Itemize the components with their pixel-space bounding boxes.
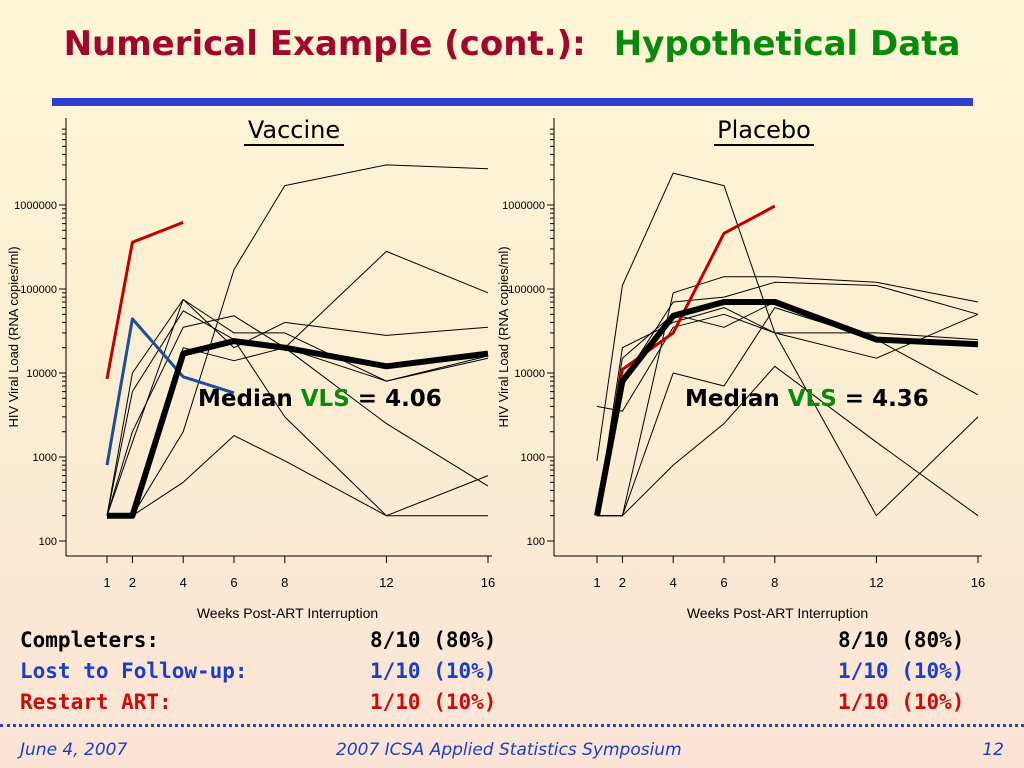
- lost-vaccine-value: 1/10 (10%): [370, 659, 497, 683]
- y-tick-label: 1000: [33, 452, 57, 464]
- x-tick-label: 1: [103, 575, 110, 590]
- x-tick-label: 6: [720, 575, 727, 590]
- series-line-individual: [106, 299, 489, 516]
- x-tick-label: 1: [593, 575, 600, 590]
- restart-row: Restart ART: 1/10 (10%) 1/10 (10%): [0, 690, 1024, 720]
- slide-title: Numerical Example (cont.): Hypothetical D…: [0, 24, 1024, 64]
- completers-placebo-value: 8/10 (80%): [838, 628, 965, 652]
- y-tick-label: 10000: [514, 368, 545, 380]
- series-line-median: [107, 338, 489, 519]
- median-vls-value: = 4.36: [837, 386, 929, 412]
- footer-divider: [0, 724, 1024, 727]
- y-axis-label: HIV Viral Load (RNA copies/ml): [6, 246, 21, 427]
- y-axis-label: HIV Viral Load (RNA copies/ml): [496, 246, 511, 427]
- x-tick-label: 8: [281, 575, 288, 590]
- median-vls-annotation: Median VLS = 4.36: [685, 386, 929, 412]
- series-line-individual: [106, 299, 489, 516]
- series-line-individual: [107, 347, 489, 517]
- restart-label: Restart ART:: [20, 690, 172, 714]
- x-tick-label: 4: [180, 575, 187, 590]
- series-line-lost: [105, 317, 235, 466]
- lost-label: Lost to Follow-up:: [20, 659, 248, 683]
- median-prefix: Median: [685, 386, 788, 412]
- x-tick-label: 12: [869, 575, 883, 590]
- title-rule: [52, 98, 973, 106]
- x-tick-label: 16: [481, 575, 495, 590]
- x-tick-label: 8: [771, 575, 778, 590]
- y-tick-label: 100000: [508, 284, 545, 296]
- page-number: 12: [982, 740, 1004, 760]
- series-line-restart: [595, 204, 776, 516]
- series-line-individual: [106, 250, 489, 516]
- footer-conference: 2007 ICSA Applied Statistics Symposium: [336, 740, 682, 760]
- x-tick-label: 12: [379, 575, 393, 590]
- series-line-individual: [596, 307, 979, 516]
- series-line-median: [594, 299, 979, 517]
- restart-placebo-value: 1/10 (10%): [838, 690, 965, 714]
- completers-label: Completers:: [20, 628, 160, 652]
- median-prefix: Median: [198, 386, 301, 412]
- slide-title-main: Numerical Example (cont.):: [63, 24, 586, 64]
- footer-date: June 4, 2007: [20, 740, 128, 760]
- completers-vaccine-value: 8/10 (80%): [370, 628, 497, 652]
- median-vls-label: VLS: [301, 386, 350, 412]
- y-tick-label: 1000000: [502, 200, 545, 212]
- x-tick-label: 6: [230, 575, 237, 590]
- y-tick-label: 100000: [20, 284, 57, 296]
- slide-title-sub: Hypothetical Data: [613, 24, 961, 64]
- completers-row: Completers: 8/10 (80%) 8/10 (80%): [0, 628, 1024, 658]
- panel-title: Placebo: [717, 116, 811, 144]
- x-tick-label: 2: [619, 575, 626, 590]
- restart-vaccine-value: 1/10 (10%): [370, 690, 497, 714]
- series-line-restart: [105, 221, 184, 380]
- x-tick-label: 16: [971, 575, 985, 590]
- x-tick-label: 2: [129, 575, 136, 590]
- slide-footer: June 4, 2007 2007 ICSA Applied Statistic…: [0, 740, 1024, 762]
- median-vls-value: = 4.06: [350, 386, 442, 412]
- median-vls-annotation: Median VLS = 4.06: [198, 386, 442, 412]
- x-axis-label: Weeks Post-ART Interruption: [687, 605, 868, 621]
- series-line-individual: [596, 313, 979, 412]
- x-axis-label: Weeks Post-ART Interruption: [197, 605, 378, 621]
- y-tick-label: 1000000: [14, 200, 57, 212]
- lost-placebo-value: 1/10 (10%): [838, 659, 965, 683]
- panel-title: Vaccine: [248, 116, 340, 144]
- y-tick-label: 100: [527, 536, 545, 548]
- series-line-individual: [596, 172, 979, 517]
- x-tick-label: 4: [670, 575, 677, 590]
- y-tick-label: 100: [39, 536, 57, 548]
- outcome-summary: Completers: 8/10 (80%) 8/10 (80%) Lost t…: [0, 628, 1024, 724]
- y-tick-label: 10000: [26, 368, 57, 380]
- median-vls-label: VLS: [788, 386, 837, 412]
- lost-row: Lost to Follow-up: 1/10 (10%) 1/10 (10%): [0, 659, 1024, 689]
- y-tick-label: 1000: [521, 452, 545, 464]
- series-line-individual: [107, 435, 488, 517]
